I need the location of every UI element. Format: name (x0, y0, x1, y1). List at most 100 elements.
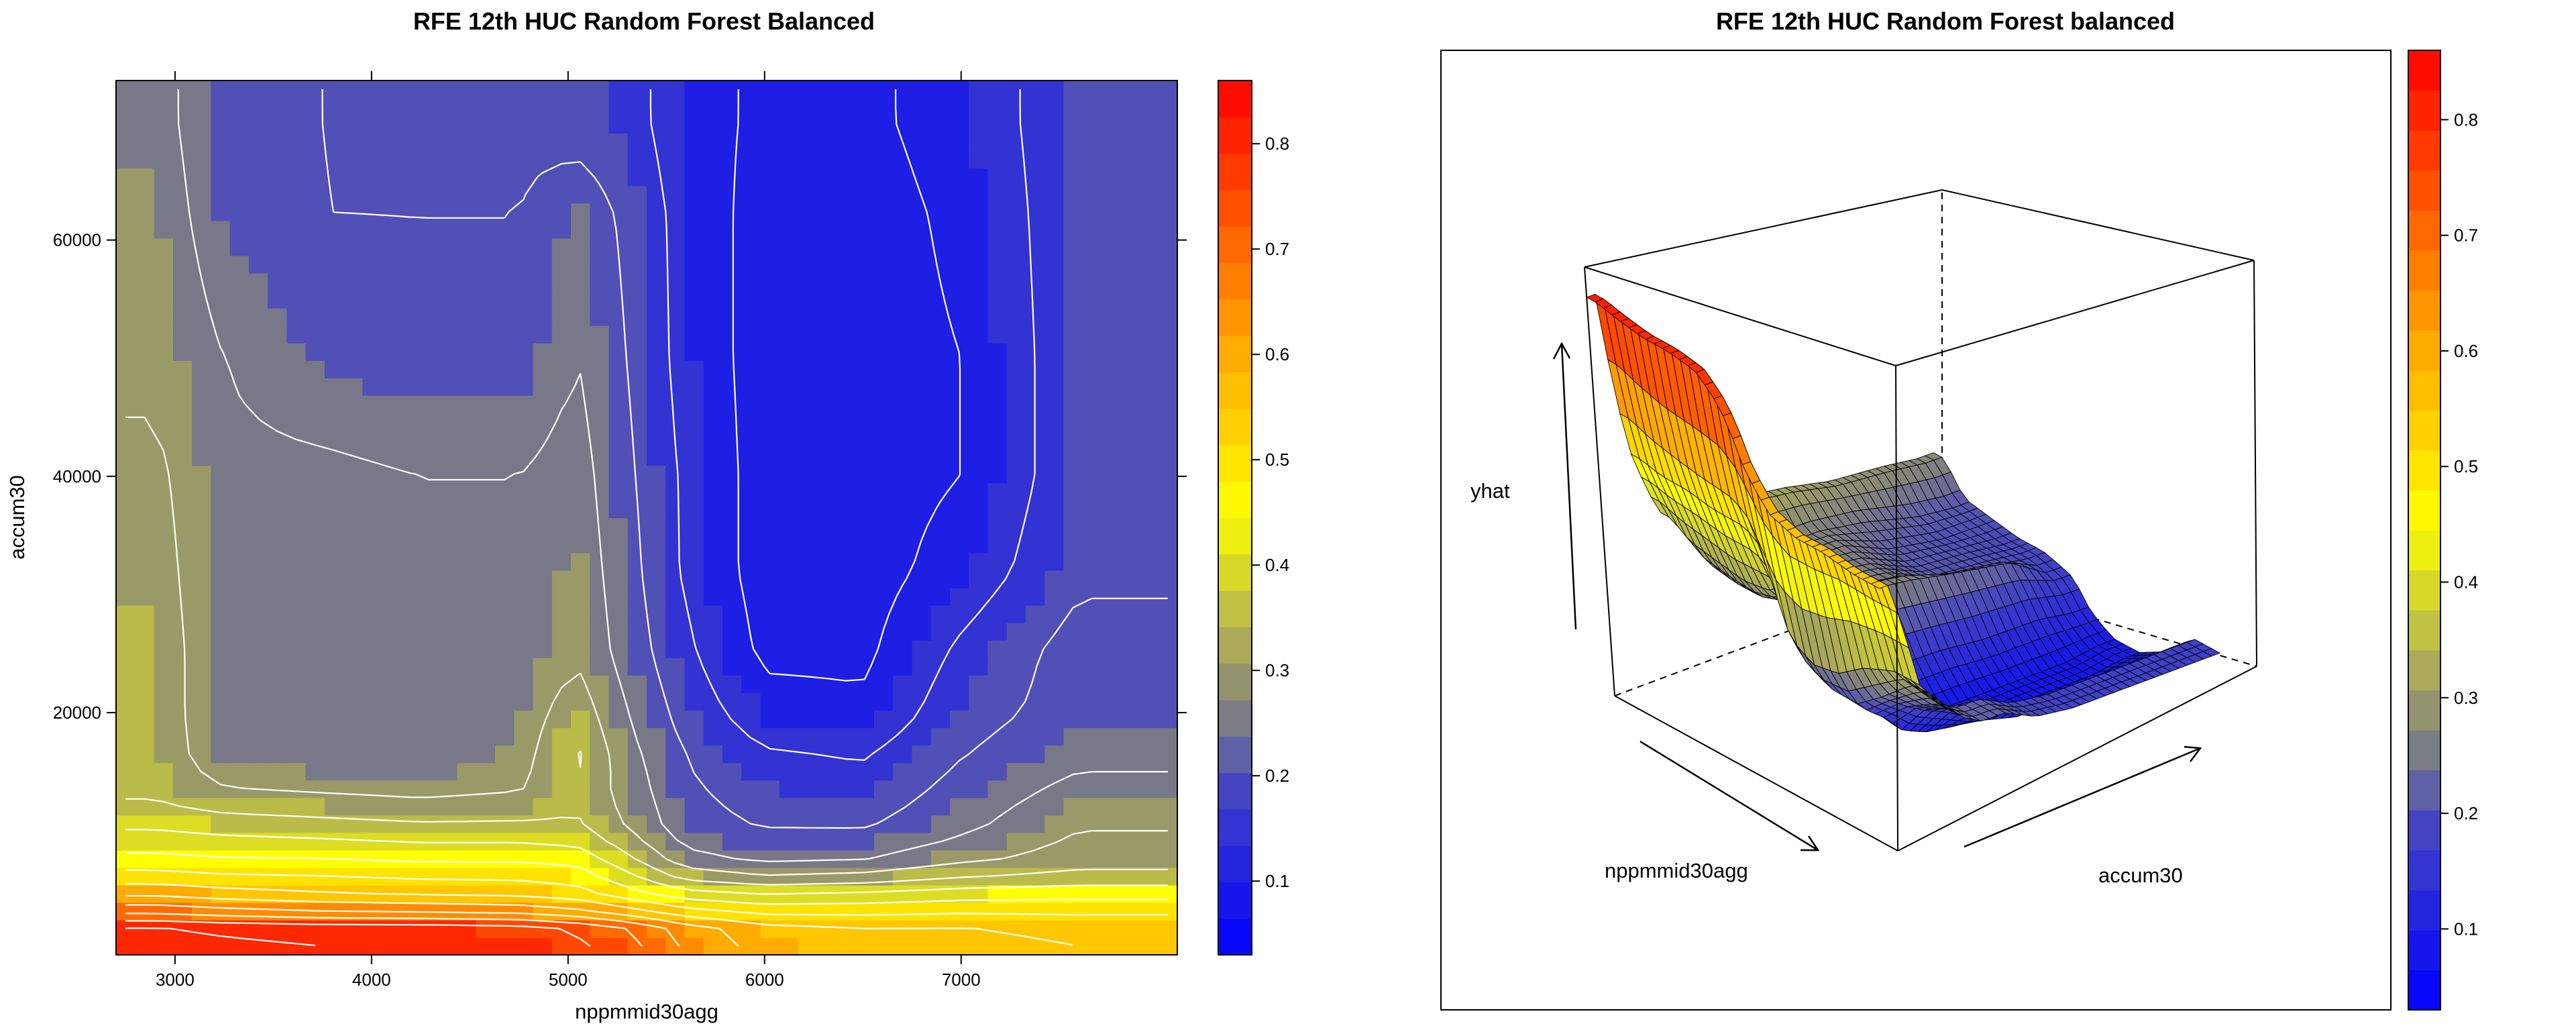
heatmap-cell (893, 937, 913, 955)
heatmap-cell (286, 395, 307, 413)
heatmap-cell (987, 272, 1008, 291)
heatmap-cell (495, 675, 515, 693)
heatmap-cell (324, 133, 344, 152)
heatmap-cell (950, 622, 969, 641)
heatmap-cell (608, 727, 629, 746)
heatmap-cell (457, 658, 477, 676)
heatmap-cell (1158, 133, 1178, 152)
heatmap-cell (1158, 639, 1178, 658)
heatmap-cell (741, 238, 761, 256)
heatmap-cell (874, 395, 894, 413)
heatmap-cell (836, 238, 856, 256)
heatmap-cell (950, 115, 969, 134)
heatmap-cell (1044, 238, 1065, 256)
heatmap-cell (457, 290, 477, 309)
heatmap-cell (211, 238, 231, 256)
heatmap-cell (571, 342, 591, 361)
heatmap-cell (571, 168, 591, 187)
heatmap-cell (438, 150, 458, 169)
heatmap-cell (400, 867, 420, 886)
heatmap-cell (305, 395, 325, 413)
heatmap-cell (495, 535, 515, 554)
heatmap-cell (362, 937, 382, 955)
heatmap-cell (286, 360, 307, 378)
heatmap-cell (229, 622, 250, 641)
heatmap-cell (192, 115, 212, 134)
heatmap-cell (400, 168, 420, 187)
heatmap-cell (1006, 937, 1026, 955)
heatmap-cell (855, 535, 875, 554)
heatmap-cell (268, 448, 288, 466)
heatmap-cell (836, 81, 856, 99)
heatmap-cell (1158, 378, 1178, 396)
heatmap-cell (514, 378, 534, 396)
heatmap-cell (476, 780, 496, 798)
heatmap-cell (1082, 605, 1102, 623)
heatmap-cell (741, 797, 761, 816)
heatmap-cell (551, 325, 572, 344)
heatmap-cell (684, 203, 704, 221)
heatmap-cell (930, 867, 951, 886)
heatmap-cell (172, 220, 193, 239)
heatmap-cell (571, 272, 591, 291)
heatmap-cell (172, 867, 193, 886)
heatmap-cell (590, 290, 610, 309)
heatmap-cell (154, 203, 174, 221)
heatmap-cell (987, 482, 1008, 501)
heatmap-cell (969, 482, 989, 501)
heatmap-cell (608, 552, 629, 571)
heatmap-cell (381, 815, 401, 833)
heatmap-cell (495, 98, 515, 116)
heatmap-cell (324, 98, 344, 116)
heatmap-cell (1120, 342, 1140, 361)
heatmap-cell (930, 710, 951, 729)
heatmap-cell (476, 797, 496, 816)
heatmap-cell (969, 325, 989, 344)
heatmap-cell (1082, 570, 1102, 588)
heatmap-cell (874, 290, 894, 309)
heatmap-cell (1006, 185, 1026, 204)
heatmap-cell (1102, 692, 1122, 711)
heatmap-cell (608, 745, 629, 764)
heatmap-cell (874, 832, 894, 851)
heatmap-cell (1063, 203, 1083, 221)
heatmap-cell (116, 745, 136, 764)
heatmap-cell (836, 832, 856, 851)
heatmap-cell (154, 500, 174, 519)
heatmap-cell (665, 587, 686, 606)
heatmap-cell (836, 639, 856, 658)
heatmap-cell (817, 255, 837, 274)
heatmap-cell (268, 937, 288, 955)
heatmap-cell (533, 290, 553, 309)
heatmap-cell (211, 255, 231, 274)
heatmap-cell (192, 150, 212, 169)
heatmap-cell (987, 307, 1008, 326)
heatmap-cell (229, 150, 250, 169)
heatmap-cell (154, 150, 174, 169)
heatmap-cell (950, 552, 969, 571)
heatmap-cell (400, 919, 420, 938)
heatmap-cell (229, 762, 250, 781)
heatmap-cell (400, 552, 420, 571)
heatmap-cell (381, 745, 401, 764)
heatmap-cell (343, 745, 364, 764)
heatmap-cell (647, 342, 667, 361)
heatmap-cell (703, 587, 723, 606)
heatmap-cell (135, 832, 155, 851)
heatmap-cell (817, 81, 837, 99)
heatmap-cell (779, 587, 799, 606)
heatmap-cell (647, 919, 667, 938)
heatmap-cell (950, 675, 969, 693)
heatmap-cell (1082, 622, 1102, 641)
heatmap-cell (950, 727, 969, 746)
heatmap-cell (912, 238, 932, 256)
heatmap-cell (1006, 203, 1026, 221)
heatmap-cell (571, 780, 591, 798)
heatmap-cell (571, 692, 591, 711)
heatmap-cell (760, 185, 780, 204)
heatmap-cell (1139, 692, 1159, 711)
heatmap-cell (930, 115, 951, 134)
heatmap-cell (533, 395, 553, 413)
heatmap-cell (1120, 867, 1140, 886)
heatmap-cell (438, 307, 458, 326)
